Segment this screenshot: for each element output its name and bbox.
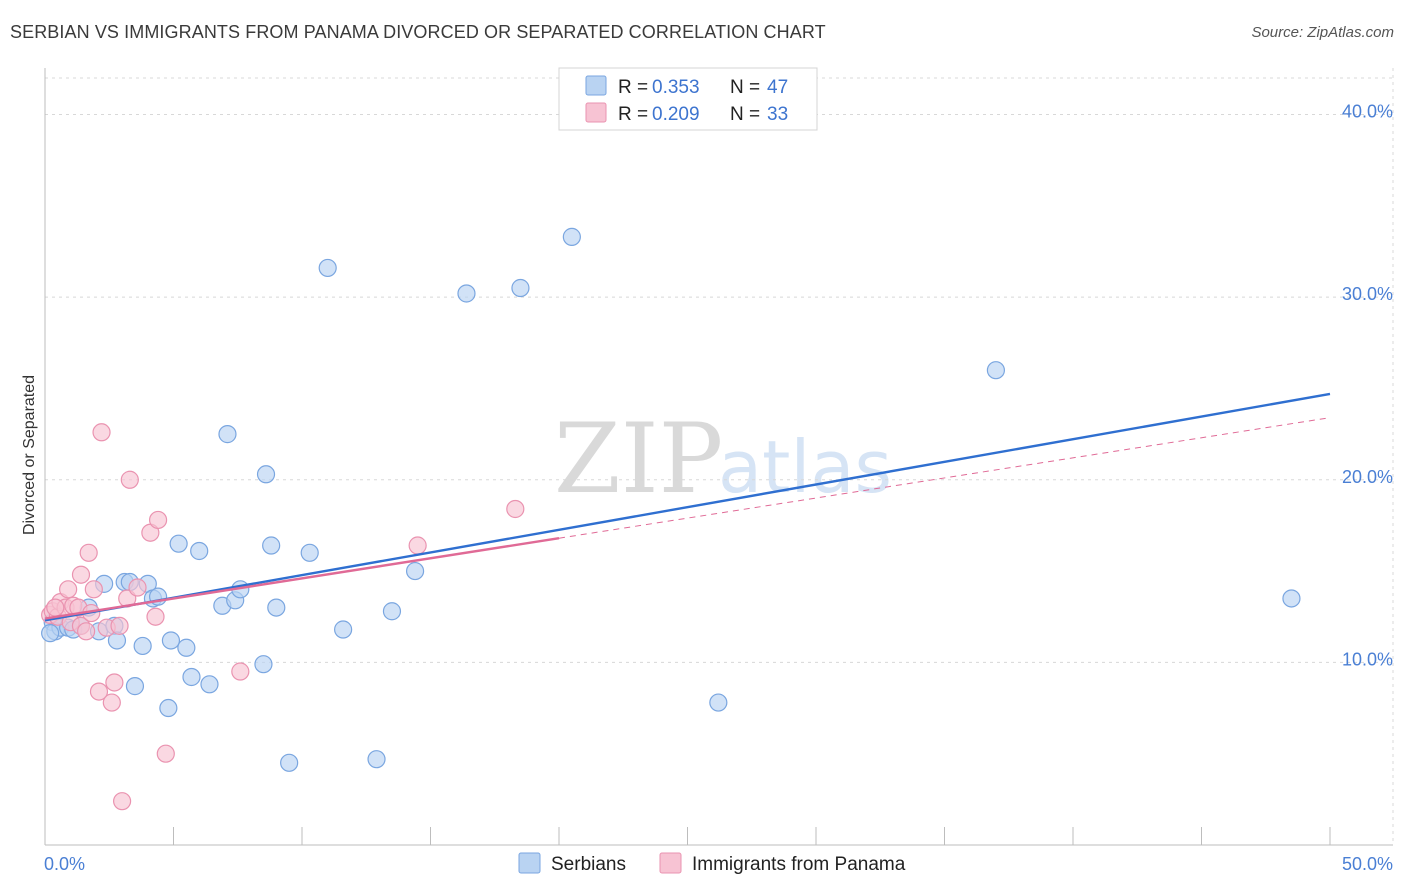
panama-point	[59, 580, 78, 599]
legend-panama-n-value: 33	[767, 104, 788, 125]
panama-point	[77, 622, 96, 641]
serbians-point	[1282, 589, 1301, 608]
serbians-point	[159, 698, 178, 718]
trend-lines	[44, 392, 1331, 622]
panama-point	[231, 662, 250, 681]
source-label: Source: ZipAtlas.com	[1251, 24, 1394, 41]
serbians-point	[562, 227, 581, 246]
serbians-point	[280, 753, 299, 772]
serbians-point	[457, 284, 476, 303]
legend-serbians-swatch	[585, 75, 607, 96]
serbians-point	[986, 361, 1006, 380]
legend-panama-r-value: 0.209	[652, 104, 700, 125]
serbians-point	[511, 278, 530, 298]
legend-serbians-r-value: 0.353	[652, 77, 700, 98]
serbians-point	[182, 667, 201, 687]
serbians-point	[169, 534, 188, 553]
bottom-legend-serbians-swatch	[518, 852, 541, 874]
serbians-point	[367, 750, 386, 769]
axes	[44, 68, 1393, 846]
serbians-point	[190, 541, 209, 561]
y-tick-label: 20.0%	[1342, 467, 1393, 487]
panama-point	[112, 792, 132, 811]
panama-point	[84, 580, 103, 599]
serbians-point	[256, 465, 276, 484]
serbians-point	[334, 620, 353, 639]
legend: R = 0.353 N = 47 R = 0.209 N = 33	[558, 67, 818, 131]
bottom-legend-panama-label: Immigrants from Panama	[692, 854, 906, 875]
panama-trend-line	[44, 537, 560, 620]
panama-point	[128, 578, 147, 597]
serbians-point	[177, 638, 196, 657]
serbians-point	[382, 602, 402, 621]
serbians-point	[267, 598, 286, 617]
panama-trend-line-extension	[558, 417, 1331, 539]
panama-point	[102, 693, 121, 712]
legend-serbians-n-label: N =	[730, 77, 760, 98]
x-tick-label-right: 50.0%	[1342, 854, 1393, 874]
y-tick-label: 10.0%	[1342, 649, 1393, 669]
panama-point	[46, 598, 65, 617]
panama-point	[89, 682, 109, 701]
panama-point	[156, 744, 175, 763]
bottom-legend-panama-swatch	[659, 852, 682, 874]
serbians-point	[254, 655, 273, 674]
legend-panama-r-label: R =	[618, 104, 648, 125]
x-tick-label-left: 0.0%	[44, 854, 85, 874]
legend-panama-n-label: N =	[730, 104, 760, 125]
serbians-point	[133, 636, 152, 656]
panama-point	[506, 499, 525, 519]
panama-point	[71, 565, 91, 584]
watermark: ZIP atlas	[554, 403, 892, 515]
y-tick-label: 30.0%	[1342, 284, 1393, 304]
legend-panama-swatch	[585, 102, 607, 123]
series-panama-points	[41, 423, 525, 811]
legend-serbians-n-value: 47	[767, 77, 788, 98]
serbians-point	[218, 425, 237, 444]
y-axis-label: Divorced or Separated	[21, 375, 38, 535]
serbians-point	[709, 693, 728, 712]
chart-title: SERBIAN VS IMMIGRANTS FROM PANAMA DIVORC…	[10, 22, 826, 42]
serbians-point	[405, 561, 425, 581]
y-tick-labels: 10.0% 20.0% 30.0% 40.0%	[1342, 102, 1393, 670]
bottom-legend-serbians-label: Serbians	[551, 854, 626, 875]
panama-point	[146, 607, 165, 626]
legend-serbians-r-label: R =	[618, 77, 648, 98]
y-tick-label: 40.0%	[1342, 102, 1393, 122]
panama-point	[105, 673, 124, 692]
serbians-point	[300, 543, 319, 562]
panama-point	[148, 510, 168, 530]
serbians-point	[262, 536, 281, 555]
serbians-trend-line	[44, 392, 1331, 622]
panama-point	[92, 423, 111, 442]
panama-point	[408, 536, 427, 555]
serbians-point	[41, 624, 60, 643]
serbians-point	[318, 258, 337, 278]
panama-point	[120, 470, 139, 489]
panama-point	[79, 543, 98, 562]
serbians-point	[200, 675, 219, 694]
serbians-point	[161, 631, 181, 650]
watermark-atlas: atlas	[718, 425, 892, 509]
serbians-point	[125, 677, 145, 696]
panama-point	[110, 616, 129, 635]
watermark-zip: ZIP	[554, 403, 723, 515]
bottom-legend: Serbians Immigrants from Panama	[518, 852, 906, 875]
